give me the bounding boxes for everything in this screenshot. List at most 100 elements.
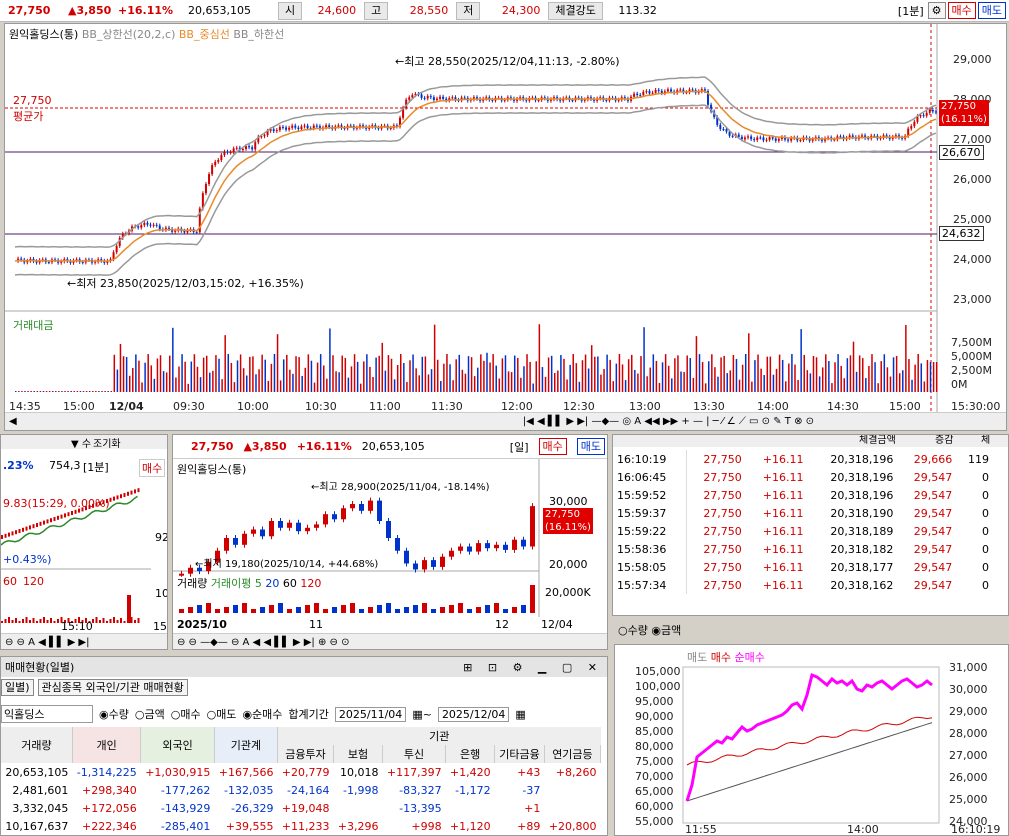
y-tick-label: 23,000 bbox=[953, 293, 992, 306]
investor-row[interactable]: 2,481,601 +298,340 -177,262 -132,035 -24,164… bbox=[1, 781, 601, 799]
investor-row[interactable]: 3,332,045 +172,056 -143,929 -26,329 +19,048 -… bbox=[1, 799, 601, 817]
volume-bar bbox=[815, 357, 818, 392]
daily-chart-panel[interactable]: 27,750 ▲3,850 +16.11% 20,653,105 [일] 매수 … bbox=[172, 434, 608, 650]
radio-amt-inv[interactable]: ○금액 bbox=[134, 708, 165, 721]
volume-bar bbox=[711, 354, 713, 392]
volume-bar bbox=[255, 374, 257, 392]
left-toolbar[interactable]: ⊖ ⊖ A ◀ ▌▌ ▶ ▶| bbox=[1, 633, 167, 649]
daily-vol-bar bbox=[467, 609, 472, 613]
daily-candle bbox=[467, 546, 472, 552]
volume-bar bbox=[92, 391, 94, 392]
volume-bar bbox=[929, 362, 932, 392]
price-candle bbox=[229, 152, 232, 154]
volume-bar bbox=[51, 391, 54, 392]
buy-button[interactable]: 매수 bbox=[947, 2, 976, 19]
price-change: ▲3,850 bbox=[68, 4, 112, 17]
left-candle bbox=[81, 507, 84, 512]
tab-watchlist[interactable]: 관심종목 외국인/기관 매매현황 bbox=[37, 679, 188, 696]
flow-left-tick: 60,000 bbox=[635, 800, 674, 813]
volume-bar bbox=[107, 391, 109, 392]
calendar-icon-2[interactable]: ▦ bbox=[515, 707, 526, 721]
daily-vol-bar bbox=[341, 605, 346, 613]
tick-row: 15:59:22 27,750 +16.11 20,318,189 29,547 0 bbox=[613, 522, 993, 540]
volume-bar bbox=[763, 375, 765, 392]
radio-buy-inv[interactable]: ○매수 bbox=[170, 708, 201, 721]
stock-field[interactable]: 익홀딩스 bbox=[1, 705, 93, 723]
sell-button[interactable]: 매도 bbox=[977, 2, 1006, 19]
price-tag-pct: (16.11%) bbox=[941, 114, 987, 125]
date-from[interactable]: 2025/11/04 bbox=[334, 706, 407, 722]
volume-bar bbox=[634, 369, 636, 392]
flow-chart-panel[interactable]: 105,000 100,000 95,000 90,000 85,000 80,000 75… bbox=[614, 644, 1009, 836]
calendar-icon[interactable]: ▦~ bbox=[412, 707, 432, 721]
gear-icon[interactable]: ⚙ bbox=[927, 2, 946, 19]
price-candle bbox=[152, 224, 155, 226]
date-to[interactable]: 2025/12/04 bbox=[437, 706, 510, 722]
volume-bar bbox=[766, 356, 769, 392]
volume-bar bbox=[341, 355, 343, 392]
toolbar-controls[interactable]: |◀ ◀ ▌▌ ▶ ▶| —◆— ◎ A ◀◀ ▶▶ + — | ─ ⁄ ∠ ⟋… bbox=[522, 416, 815, 427]
radio-sell-inv[interactable]: ○매도 bbox=[206, 708, 237, 721]
daily-sell-button[interactable]: 매도 bbox=[576, 438, 605, 455]
radio-net-inv[interactable]: ◉순매수 bbox=[242, 708, 283, 721]
flow-right-tick: 31,000 bbox=[949, 661, 988, 674]
ticks-table: 16:10:19 27,750 +16.11 20,318,196 29,666 119 1… bbox=[613, 450, 993, 594]
price-candle bbox=[377, 127, 380, 129]
tab-daily[interactable]: 일별) bbox=[1, 679, 34, 696]
volume-bar bbox=[547, 357, 550, 392]
institution-header: 기관 bbox=[277, 727, 601, 745]
price-candle bbox=[69, 261, 72, 263]
volume-bar bbox=[905, 324, 907, 392]
main-chart: 29,00028,00027,00026,00025,00024,00023,0… bbox=[5, 24, 1000, 413]
x-tick-label: 15:30:00 bbox=[951, 400, 1000, 413]
price-candle bbox=[248, 146, 251, 148]
left-tabbar: ▼ 수 조기화 bbox=[1, 435, 167, 450]
interval-label[interactable]: [1분] bbox=[897, 4, 924, 18]
tick-cell: 0 bbox=[982, 542, 989, 556]
x-tick-label: 13:30 bbox=[693, 400, 725, 413]
price-candle bbox=[269, 129, 272, 131]
left-tab-reset[interactable]: 조기화 bbox=[93, 439, 121, 450]
price-candle bbox=[402, 107, 405, 118]
price-candle bbox=[934, 111, 937, 113]
investor-panel[interactable]: 매매현황(일별) ⊞ ⊡ ⚙ ▁ ▢ ✕ 일별) 관심종목 외국인/기관 매매현… bbox=[0, 656, 608, 836]
volume-bar bbox=[677, 355, 679, 392]
volume-bar bbox=[692, 377, 695, 392]
left-buy-button[interactable]: 매수 bbox=[139, 459, 166, 477]
main-chart-toolbar[interactable]: ◀ |◀ ◀ ▌▌ ▶ ▶| —◆— ◎ A ◀◀ ▶▶ + — | ─ ⁄ ∠… bbox=[5, 412, 1006, 430]
investor-row[interactable]: 10,167,637 +222,346 -285,401 +39,555 +11,233… bbox=[1, 817, 601, 835]
daily-interval[interactable]: [일] bbox=[509, 440, 529, 454]
radio-amt[interactable]: ◉금액 bbox=[651, 624, 682, 637]
left-candle bbox=[4, 533, 7, 538]
main-chart-panel[interactable]: 29,00028,00027,00026,00025,00024,00023,0… bbox=[4, 23, 1007, 431]
left-chart-panel[interactable]: ▼ 수 조기화 .23% 754,3 [1분] 매수 9.83(15:29, 0… bbox=[0, 434, 168, 650]
volume-bar bbox=[843, 378, 846, 392]
ticks-panel[interactable]: 체결금액 증감 체 16:10:19 27,750 +16.11 20,318,196… bbox=[612, 434, 1009, 616]
radio-qty-inv[interactable]: ◉수량 bbox=[99, 708, 129, 721]
price-candle bbox=[288, 127, 291, 130]
investor-row[interactable]: 20,653,105 -1,314,225 +1,030,915 +167,566 +2… bbox=[1, 763, 601, 781]
price-candle bbox=[201, 193, 204, 209]
price-candle bbox=[472, 97, 475, 100]
window-controls[interactable]: ⊞ ⊡ ⚙ ▁ ▢ ✕ bbox=[463, 660, 603, 674]
price-candle bbox=[753, 139, 756, 141]
daily-buy-button[interactable]: 매수 bbox=[538, 438, 567, 455]
price-candle bbox=[183, 230, 186, 233]
price-candle bbox=[75, 259, 78, 261]
price-candle bbox=[198, 208, 201, 233]
volume-bar bbox=[751, 381, 753, 392]
volume-bar bbox=[150, 365, 153, 392]
radio-qty[interactable]: ○수량 bbox=[618, 624, 648, 637]
left-tab-dropdown[interactable]: ▼ 수 bbox=[71, 439, 92, 450]
tick-cell: 20,318,162 bbox=[830, 578, 894, 592]
volume-bar bbox=[723, 355, 725, 392]
daily-candle bbox=[179, 573, 184, 576]
volume-bar bbox=[82, 391, 85, 392]
scroll-left-icon[interactable]: ◀ bbox=[9, 416, 17, 427]
volume-bar bbox=[492, 354, 494, 392]
daily-vol-bar bbox=[521, 605, 526, 613]
volume-bar bbox=[612, 381, 615, 392]
daily-toolbar[interactable]: ⊖ ⊖ —◆— ⊖ A ◀ ◀ ▌▌ ▶ ▶| ⊕ ⊖ ⊙ bbox=[173, 633, 607, 649]
volume-bar bbox=[359, 383, 362, 392]
volume-bar bbox=[21, 391, 23, 392]
